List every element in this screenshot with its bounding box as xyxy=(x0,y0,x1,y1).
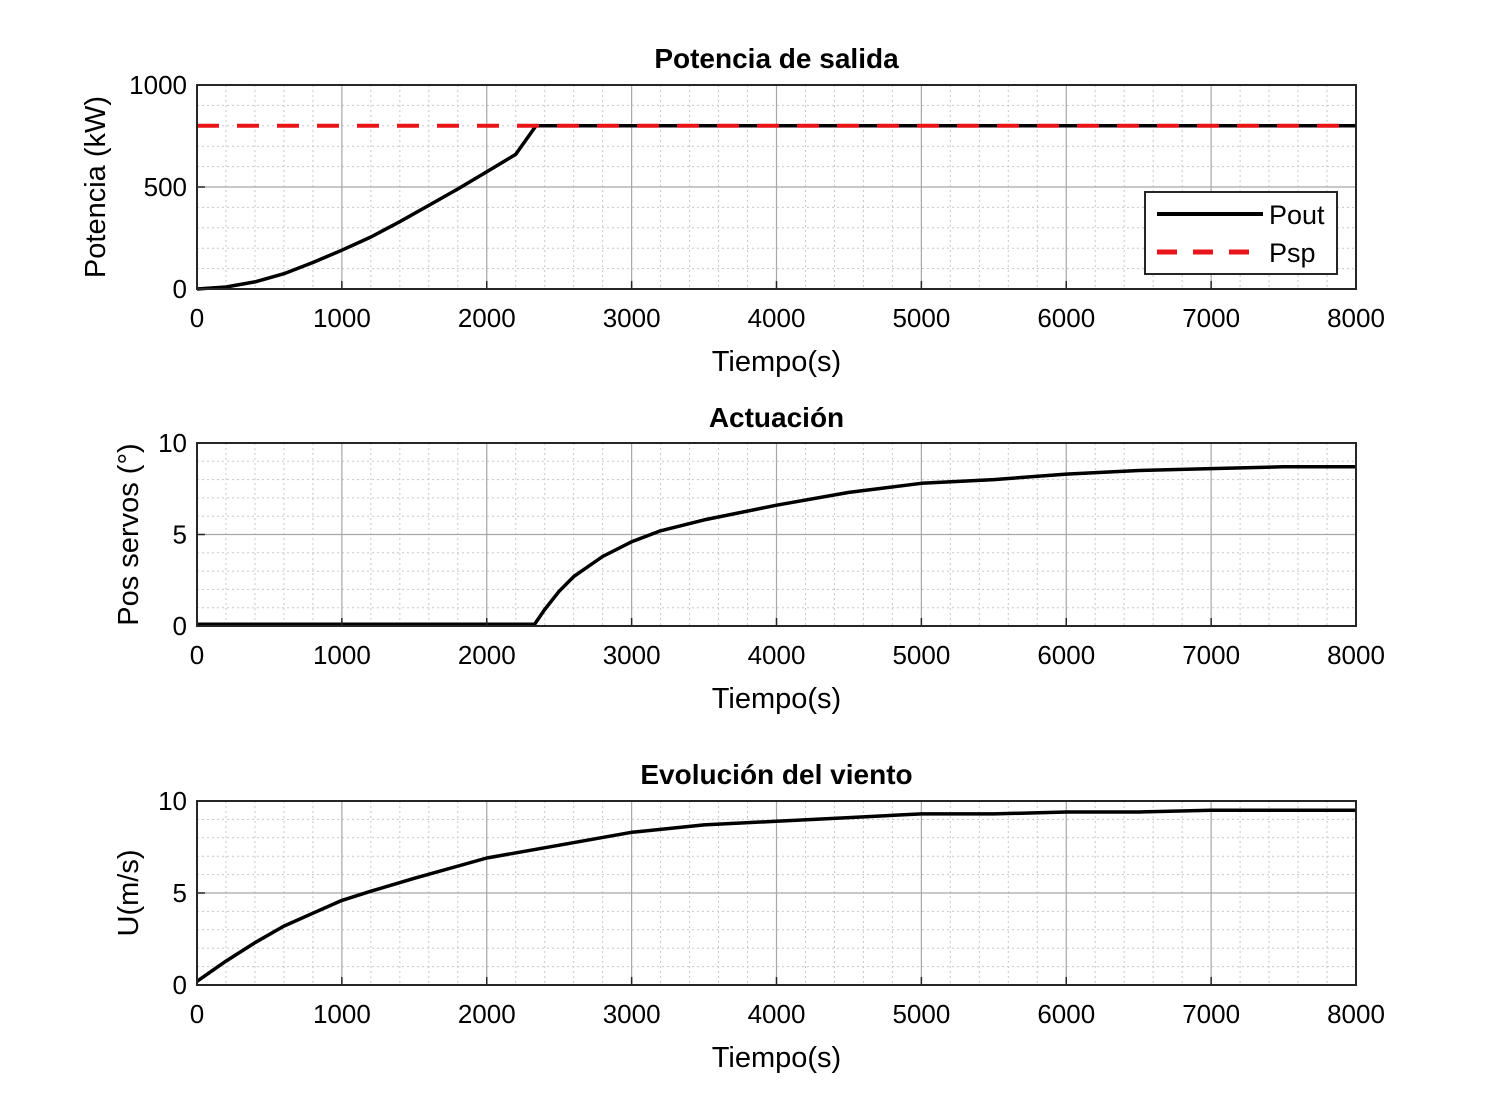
y-tick-label: 0 xyxy=(173,274,187,304)
y-axis-label: U(m/s) xyxy=(113,850,145,937)
x-tick-label: 2000 xyxy=(458,999,516,1029)
y-tick-label: 0 xyxy=(173,970,187,1000)
x-tick-label: 2000 xyxy=(458,303,516,333)
y-tick-label: 5 xyxy=(173,520,187,550)
y-tick-label: 500 xyxy=(144,172,187,202)
chart-2: 0 1000 2000 3000 4000 5000 6000 7000 8000 0 5 10 Act… xyxy=(113,402,1385,715)
chart-title: Evolución del viento xyxy=(640,759,912,790)
y-axis-label: Potencia (kW) xyxy=(80,96,112,278)
x-tick-label: 8000 xyxy=(1327,999,1385,1029)
legend-box xyxy=(1144,191,1338,275)
legend: Pout Psp xyxy=(1144,191,1338,275)
x-tick-label: 3000 xyxy=(603,640,661,670)
x-axis-label: Tiempo(s) xyxy=(712,683,841,715)
x-tick-label: 5000 xyxy=(892,303,950,333)
x-tick-label: 2000 xyxy=(458,640,516,670)
x-tick-label: 7000 xyxy=(1182,303,1240,333)
y-tick-label: 0 xyxy=(173,611,187,641)
x-tick-label: 3000 xyxy=(603,303,661,333)
x-tick-label: 0 xyxy=(190,999,204,1029)
x-tick-label: 7000 xyxy=(1182,999,1240,1029)
series-line-1 xyxy=(195,808,1356,983)
y-tick-label: 10 xyxy=(158,428,187,458)
x-tick-label: 4000 xyxy=(748,303,806,333)
y-tick-label: 5 xyxy=(173,878,187,908)
x-tick-label: 6000 xyxy=(1037,640,1095,670)
x-tick-label: 6000 xyxy=(1037,303,1095,333)
chart-title: Actuación xyxy=(709,402,844,433)
chart-title: Potencia de salida xyxy=(654,43,899,74)
y-tick-label: 1000 xyxy=(129,70,187,100)
x-tick-label: 0 xyxy=(190,303,204,333)
chart-3: 0 1000 2000 3000 4000 5000 6000 7000 8000 0 5 10 Evo… xyxy=(113,759,1385,1074)
legend-label-psp: Psp xyxy=(1269,238,1316,268)
chart-1: 0 1000 2000 3000 4000 5000 6000 7000 8000 0 500 100… xyxy=(80,43,1385,378)
y-tick-label: 10 xyxy=(158,786,187,816)
series-line-1 xyxy=(197,465,1356,626)
x-tick-label: 8000 xyxy=(1327,640,1385,670)
x-tick-label: 1000 xyxy=(313,640,371,670)
x-tick-label: 0 xyxy=(190,640,204,670)
x-tick-label: 8000 xyxy=(1327,303,1385,333)
x-tick-label: 3000 xyxy=(603,999,661,1029)
x-tick-label: 4000 xyxy=(748,640,806,670)
y-axis-label: Pos servos (°) xyxy=(113,443,145,625)
x-tick-label: 7000 xyxy=(1182,640,1240,670)
x-tick-label: 1000 xyxy=(313,303,371,333)
x-tick-label: 5000 xyxy=(892,999,950,1029)
x-tick-label: 5000 xyxy=(892,640,950,670)
x-axis-label: Tiempo(s) xyxy=(712,1042,841,1074)
x-tick-label: 1000 xyxy=(313,999,371,1029)
x-tick-label: 4000 xyxy=(748,999,806,1029)
x-axis-label: Tiempo(s) xyxy=(712,346,841,378)
x-tick-label: 6000 xyxy=(1037,999,1095,1029)
legend-label-pout: Pout xyxy=(1269,200,1325,230)
